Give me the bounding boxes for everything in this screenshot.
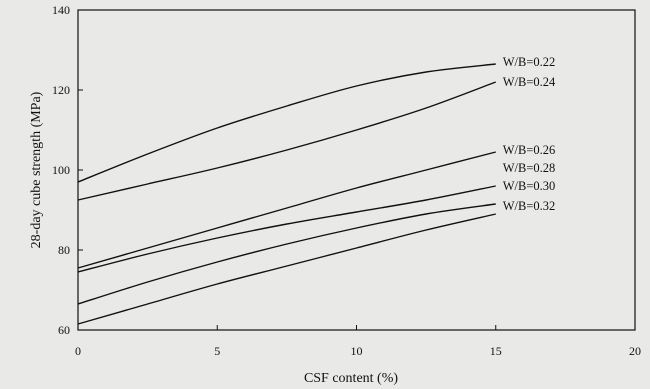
series-label: W/B=0.28	[503, 161, 556, 175]
x-tick-label: 0	[75, 344, 81, 358]
series-label: W/B=0.32	[503, 199, 556, 213]
series-line	[77, 63, 496, 183]
series-line	[77, 213, 496, 325]
y-tick-label: 140	[52, 3, 70, 17]
y-axis-ticks: 60 80 100 120 140	[52, 3, 83, 337]
y-tick-label: 100	[52, 163, 70, 177]
x-tick-label: 5	[214, 344, 220, 358]
x-tick-label: 15	[490, 344, 502, 358]
y-tick-label: 120	[52, 83, 70, 97]
y-tick-label: 80	[58, 243, 70, 257]
series-labels: W/B=0.22 W/B=0.24 W/B=0.26 W/B=0.28 W/B=0.30…	[503, 55, 556, 213]
y-axis-label: 28-day cube strength (MPa)	[29, 91, 44, 248]
x-axis-label: CSF content (%)	[304, 371, 398, 386]
series-line	[77, 203, 496, 305]
series-line	[77, 151, 496, 269]
x-tick-label: 10	[351, 344, 363, 358]
series-label: W/B=0.26	[503, 143, 556, 157]
series-label: W/B=0.24	[503, 75, 556, 89]
series-line	[77, 81, 496, 201]
series-label: W/B=0.22	[503, 55, 556, 69]
x-tick-label: 20	[629, 344, 641, 358]
y-tick-label: 60	[58, 323, 70, 337]
series-lines	[77, 63, 496, 325]
series-line	[77, 185, 496, 273]
x-axis-ticks: 0 5 10 15 20	[75, 325, 641, 358]
series-label: W/B=0.30	[503, 179, 556, 193]
